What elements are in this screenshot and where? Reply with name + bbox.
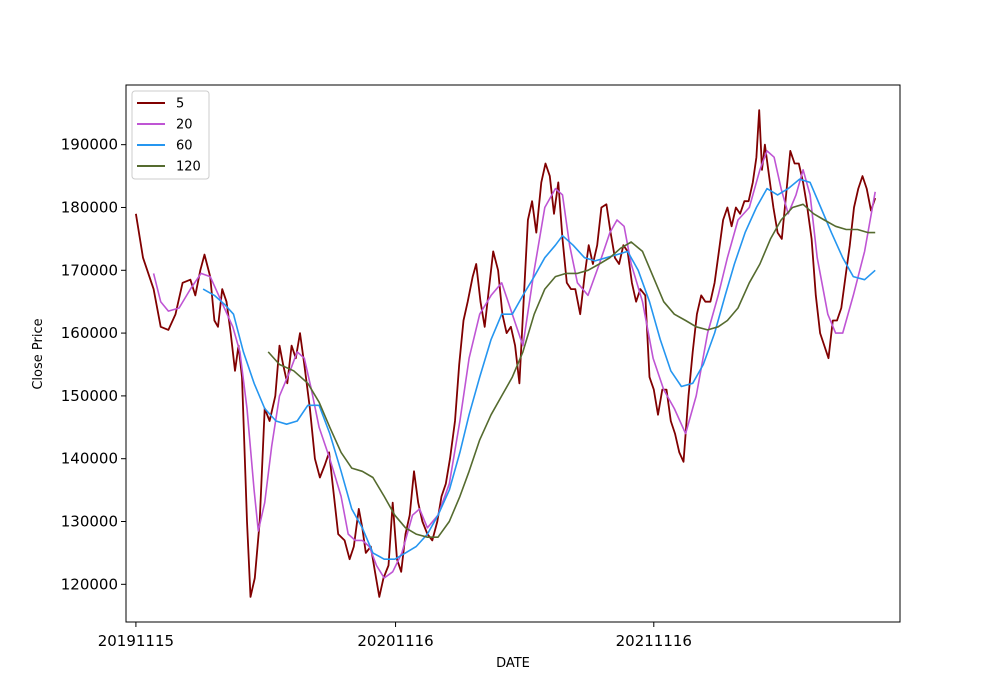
y-tick-label: 160000 [61,324,118,342]
y-tick-label: 180000 [61,198,118,216]
series-line-20 [152,150,876,579]
y-tick-label: 170000 [61,261,118,279]
x-tick-label: 20211116 [616,632,692,650]
legend-label-60: 60 [176,139,193,154]
legend-box [131,90,210,180]
y-tick-label: 140000 [61,450,118,468]
series-lines [135,109,877,598]
x-axis-label: DATE [496,656,530,671]
y-tick-label: 130000 [61,513,118,531]
legend-label-120: 120 [176,160,201,175]
legend-label-20: 20 [176,118,193,133]
series-line-120 [267,203,876,538]
series-line-5 [135,109,877,598]
y-axis-label: Close Price [31,318,46,389]
x-tick-label: 20201116 [357,632,433,650]
y-axis: 120000 130000 140000 150000 160000 170000 1800… [61,136,126,593]
x-tick-label: 20191115 [98,632,174,650]
plot-area-frame [125,84,901,623]
y-tick-label: 120000 [61,575,118,593]
x-axis: 20191115 20201116 20211116 [98,622,692,650]
y-tick-label: 150000 [61,387,118,405]
y-tick-label: 190000 [61,136,118,154]
legend-label-5: 5 [176,97,184,112]
legend: 5 20 60 120 [131,90,210,180]
series-line-60 [202,178,876,560]
